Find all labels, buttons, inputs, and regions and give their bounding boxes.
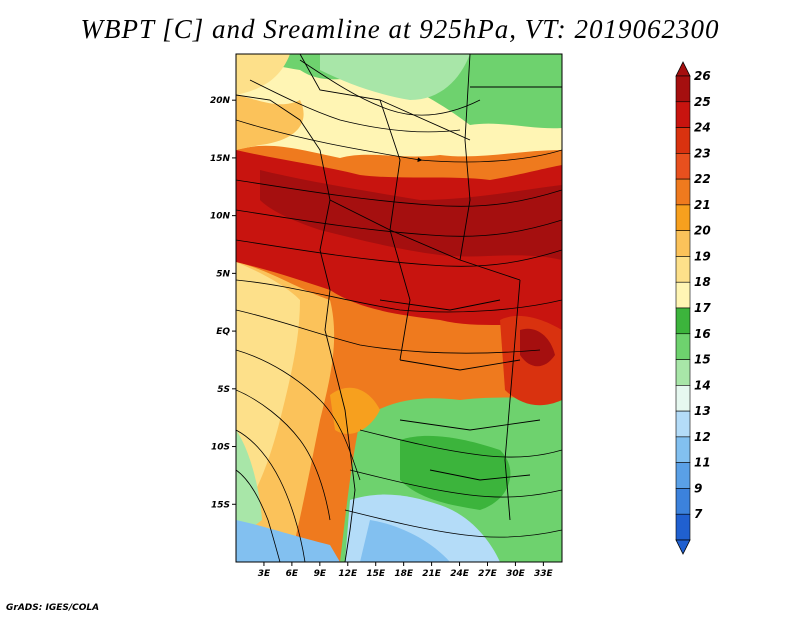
colorbar-label: 24 [694, 121, 711, 135]
country-borders [236, 54, 562, 562]
colorbar-swatch [675, 178, 691, 206]
lon-tick-label: 6E [286, 569, 299, 579]
lon-tick-label: 27E [478, 569, 498, 579]
colorbar-swatch [675, 281, 691, 309]
chart-title: WBPT [C] and Sreamline at 925hPa, VT: 20… [80, 14, 720, 44]
colorbar-label: 7 [694, 507, 703, 521]
colorbar-swatch [675, 436, 691, 463]
colorbar-swatch [675, 101, 691, 128]
colorbar-swatch [675, 462, 691, 489]
colorbar-swatch [675, 359, 691, 386]
lon-tick-label: 24E [450, 569, 470, 579]
colorbar-label: 19 [694, 249, 711, 263]
colorbar-swatch [675, 385, 691, 412]
latitude-axis: 20N 15N 10N 5N EQ 5S 10S 15S [210, 96, 236, 510]
colorbar-swatch [675, 230, 691, 257]
colorbar-swatch [675, 488, 691, 515]
longitude-axis: 3E 6E 9E 12E 15E 18E 21E 24E 27E 30E 33E [258, 562, 554, 579]
colorbar-label: 21 [694, 198, 711, 212]
colorbar-swatch [675, 204, 691, 231]
colorbar-label: 13 [694, 404, 711, 418]
lat-tick-label: 20N [210, 96, 231, 106]
lat-tick-label: 5N [216, 269, 230, 279]
grads-credit: GrADS: IGES/COLA [6, 603, 100, 613]
colorbar-swatch [675, 410, 691, 438]
colorbar-label: 22 [694, 172, 711, 186]
colorbar-label: 26 [694, 69, 711, 83]
colorbar-label: 23 [694, 146, 711, 160]
lon-tick-label: 33E [534, 569, 554, 579]
lon-tick-label: 18E [394, 569, 414, 579]
colorbar-label: 16 [694, 327, 711, 341]
colorbar-label: 12 [694, 430, 711, 444]
colorbar-label: 17 [694, 301, 711, 315]
lon-tick-label: 12E [338, 569, 358, 579]
colorbar-swatch [675, 153, 691, 180]
lat-tick-label: 10S [211, 443, 230, 453]
lon-tick-label: 30E [506, 569, 526, 579]
colorbar-label: 11 [694, 456, 711, 470]
lat-tick-label: 5S [217, 385, 230, 395]
colorbar: 26 25 24 23 22 21 20 19 18 17 16 15 14 13 12 11 9 7 [675, 61, 711, 555]
map-frame [235, 53, 563, 563]
colorbar-label: 18 [694, 275, 711, 289]
colorbar-label: 25 [694, 95, 711, 109]
colorbar-min-arrow [675, 539, 691, 555]
colorbar-swatch [675, 307, 691, 335]
lon-tick-label: 9E [314, 569, 327, 579]
colorbar-label: 15 [694, 353, 711, 367]
colorbar-label: 14 [694, 378, 711, 392]
colorbar-swatch [675, 513, 691, 541]
colorbar-swatch [675, 127, 691, 154]
lon-tick-label: 15E [366, 569, 386, 579]
lon-tick-label: 21E [422, 569, 442, 579]
lat-tick-label: 15S [211, 500, 230, 510]
lat-tick-label: 10N [210, 212, 231, 222]
lat-tick-label: 15N [210, 154, 231, 164]
colorbar-label: 9 [694, 481, 702, 495]
colorbar-swatch [675, 333, 691, 360]
colorbar-swatch [675, 75, 691, 103]
colorbar-swatch [675, 256, 691, 283]
colorbar-label: 20 [694, 224, 711, 238]
colorbar-max-arrow [675, 61, 691, 77]
lon-tick-label: 3E [258, 569, 271, 579]
lat-tick-label: EQ [216, 327, 230, 337]
